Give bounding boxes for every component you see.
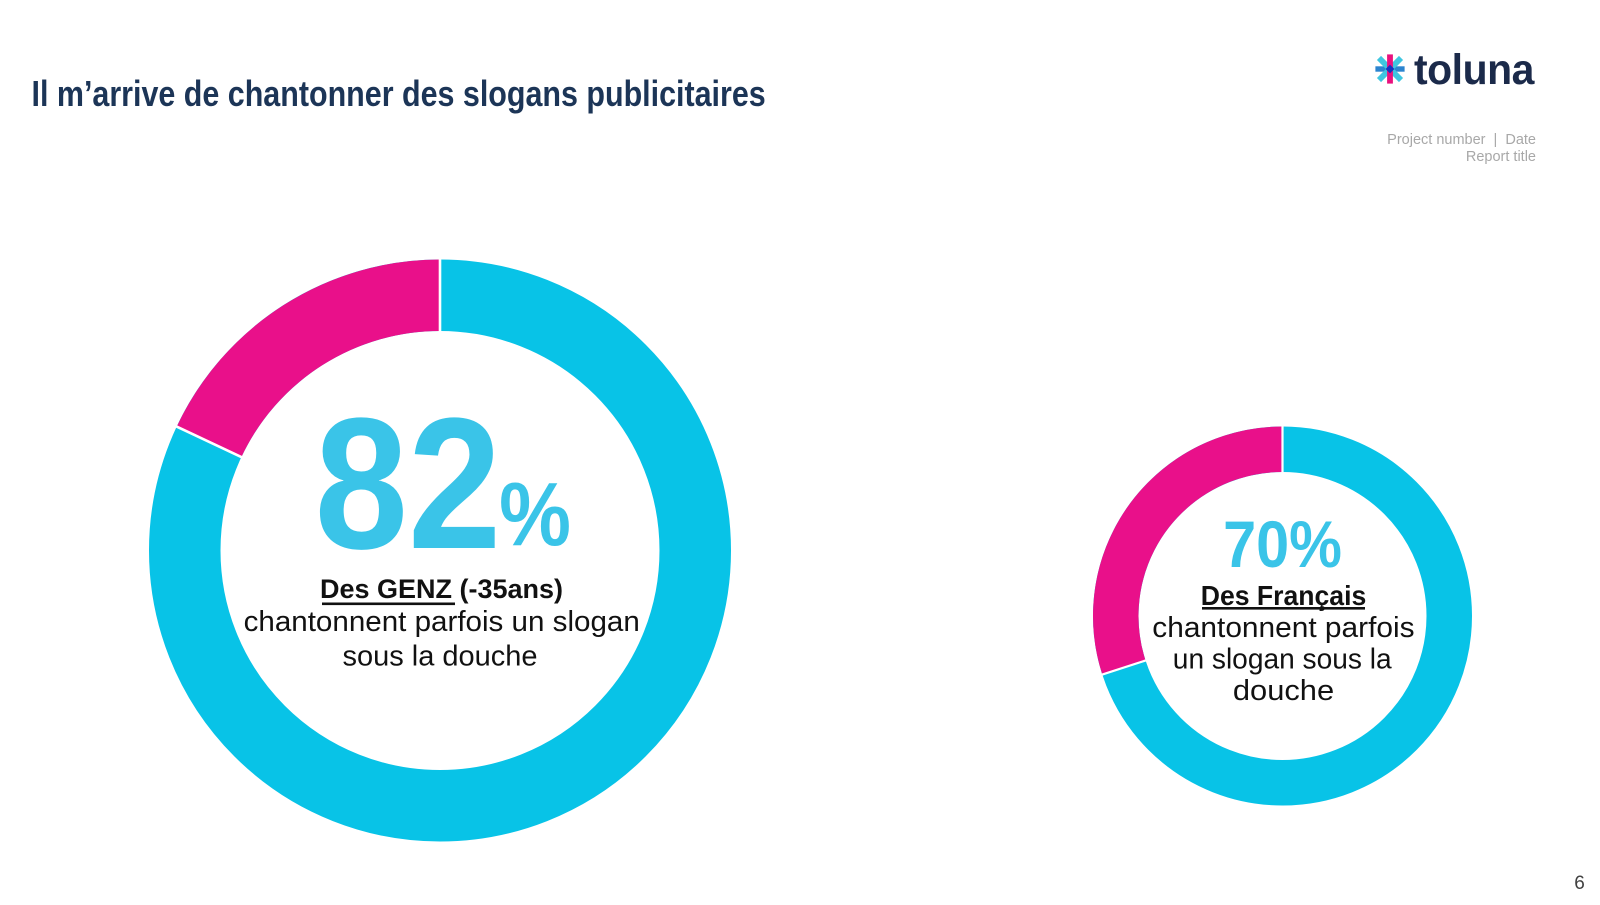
svg-text:Project number | Date: Project number | Date <box>1387 132 1536 148</box>
svg-text:6: 6 <box>1574 873 1585 894</box>
svg-text:70%: 70% <box>1223 508 1342 582</box>
svg-text:toluna: toluna <box>1414 45 1535 93</box>
svg-text:sous la douche: sous la douche <box>342 641 537 673</box>
svg-text:chantonnent parfois: chantonnent parfois <box>1152 611 1414 644</box>
svg-text:Il m’arrive de chantonner des: Il m’arrive de chantonner des slogans pu… <box>32 75 766 115</box>
svg-text:douche: douche <box>1233 675 1334 707</box>
svg-text:un slogan sous la: un slogan sous la <box>1173 643 1392 675</box>
svg-text:Des Français: Des Français <box>1201 579 1367 611</box>
svg-text:82%: 82% <box>315 379 571 588</box>
svg-text:Report title: Report title <box>1466 149 1536 165</box>
svg-text:Des GENZ (-35ans): Des GENZ (-35ans) <box>320 574 563 604</box>
svg-text:chantonnent parfois un slogan: chantonnent parfois un slogan <box>244 605 640 638</box>
